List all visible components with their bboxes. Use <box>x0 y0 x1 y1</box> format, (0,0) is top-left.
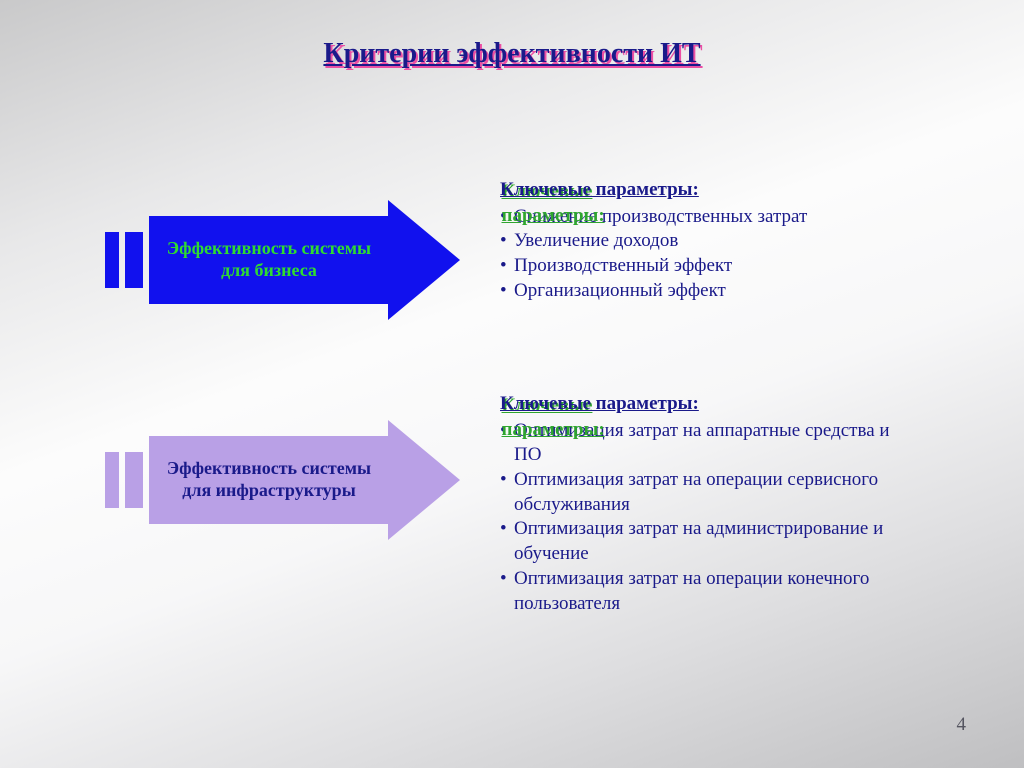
arrow-head-icon <box>388 420 460 540</box>
arrow-body: Эффективность системы для бизнеса <box>149 216 389 304</box>
arrow-trail-bar <box>105 232 119 288</box>
arrow-trail-bar <box>125 232 143 288</box>
arrow-trail-bar <box>105 452 119 508</box>
arrow-label: Эффективность системы для бизнеса <box>157 238 381 281</box>
list-item: Оптимизация затрат на администрирование … <box>500 517 900 566</box>
arrow-trail-bar <box>125 452 143 508</box>
list-item: Увеличение доходов <box>500 229 900 254</box>
list-item: Оптимизация затрат на операции конечного… <box>500 567 900 616</box>
slide-title: Критерии эффективности ИТ <box>0 38 1024 70</box>
list-item: Производственный эффект <box>500 254 900 279</box>
page-number: 4 <box>957 714 967 736</box>
arrow-label: Эффективность системы для инфраструктуры <box>157 458 381 501</box>
params-business: Ключевые параметры: Ключевые параметры: … <box>500 178 900 303</box>
params-heading: Ключевые параметры: <box>500 393 699 414</box>
arrow-head-icon <box>388 200 460 320</box>
list-item: Организационный эффект <box>500 279 900 304</box>
params-list: Оптимизация затрат на аппаратные средств… <box>500 419 900 617</box>
arrow-body: Эффективность системы для инфраструктуры <box>149 436 389 524</box>
params-infrastructure: Ключевые параметры: Ключевые параметры: … <box>500 392 900 616</box>
list-item: Оптимизация затрат на операции сервисног… <box>500 468 900 517</box>
params-heading: Ключевые параметры: <box>500 179 699 200</box>
